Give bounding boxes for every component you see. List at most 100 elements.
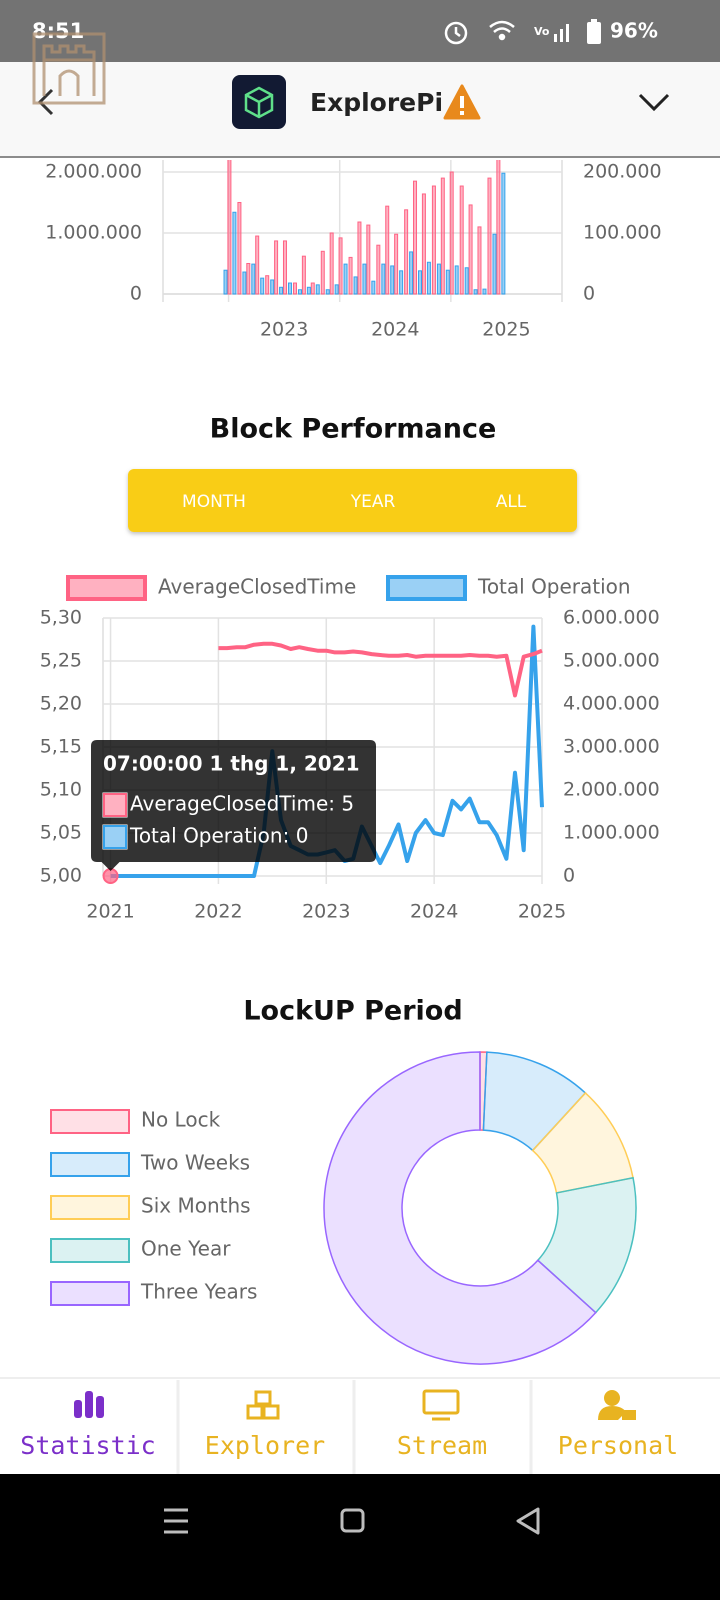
bar	[440, 177, 445, 295]
bar	[482, 288, 487, 295]
pie-chart: No Lock Two Weeks Six Months One Year Three …	[50, 1051, 637, 1365]
bar	[270, 279, 275, 295]
status-time: 8:51	[32, 19, 84, 43]
bottom-nav	[0, 1378, 720, 1474]
y-tick-label: 0	[130, 283, 142, 305]
bar	[362, 263, 367, 295]
nav-icon-statistic[interactable]	[74, 1391, 104, 1418]
tooltip-swatch	[103, 793, 127, 817]
legend-label: One Year	[141, 1237, 231, 1261]
warning-icon[interactable]	[443, 84, 481, 120]
legend-swatch	[50, 1109, 130, 1134]
bar	[251, 263, 256, 295]
x-tick-label: 2024	[371, 319, 419, 341]
nav-separators	[176, 1380, 533, 1474]
line-series	[218, 641, 543, 698]
header	[0, 62, 720, 157]
x-tick-label: 2025	[482, 319, 530, 341]
bar	[223, 269, 228, 295]
section-title: Block Performance	[210, 414, 497, 445]
x-tick-label: 2024	[410, 901, 458, 923]
bar	[282, 240, 287, 295]
y2-tick-label: 3.000.000	[563, 736, 660, 758]
bar	[265, 275, 270, 295]
x-tick-label: 2023	[260, 319, 308, 341]
tab-month[interactable]: MONTH	[182, 492, 246, 512]
section-title: LockUP Period	[243, 996, 462, 1027]
bar	[473, 289, 478, 295]
x-tick-label: 2022	[194, 901, 242, 923]
bar	[310, 282, 315, 295]
bar	[426, 261, 431, 295]
y2-tick-label: 0	[583, 283, 595, 305]
bar	[260, 277, 265, 295]
bar	[487, 177, 492, 295]
tooltip-title: 07:00:00 1 thg 1, 2021	[103, 752, 360, 776]
legend-swatch	[50, 1152, 130, 1177]
bar	[320, 250, 325, 295]
bar	[399, 270, 404, 295]
bar	[287, 282, 292, 295]
top-chart: 0 1.000.000 2.000.000 0 100.000 200.000 2023 20…	[45, 160, 662, 341]
y2-tick-label: 6.000.000	[563, 607, 660, 629]
bar	[232, 211, 237, 295]
tab-year[interactable]: YEAR	[350, 492, 396, 512]
legend-swatch	[50, 1238, 130, 1263]
status-battery: 96%	[610, 19, 658, 43]
tab-all[interactable]: ALL	[496, 492, 527, 512]
nav-icon-explorer[interactable]	[246, 1390, 280, 1420]
legend-label: Total Operation	[477, 575, 631, 599]
legend-swatch	[66, 575, 147, 601]
bar	[325, 289, 330, 295]
bar	[454, 265, 459, 295]
bar	[237, 202, 242, 295]
tab-bar	[128, 469, 577, 532]
nav-label[interactable]: Statistic	[20, 1431, 155, 1460]
legend-label: No Lock	[141, 1108, 221, 1132]
legend-label: Two Weeks	[140, 1151, 250, 1175]
tooltip-line: AverageClosedTime: 5	[130, 792, 354, 816]
y-tick-label: 5,25	[40, 650, 82, 672]
system-buttons[interactable]	[164, 1507, 540, 1535]
bar	[292, 282, 297, 295]
bar	[436, 263, 441, 295]
dropdown-chevron[interactable]	[638, 93, 670, 112]
nav-icon-personal[interactable]	[598, 1390, 636, 1420]
bar	[385, 205, 390, 295]
bar	[409, 251, 414, 295]
y2-tick-label: 100.000	[583, 222, 662, 244]
pie-slice	[323, 1051, 597, 1365]
bar	[421, 193, 426, 295]
y-tick-label: 1.000.000	[45, 222, 142, 244]
app-title: ExplorePi	[310, 88, 443, 117]
bar	[449, 171, 454, 295]
y-tick-label: 5,30	[40, 607, 82, 629]
y2-tick-label: 4.000.000	[563, 693, 660, 715]
y-tick-label: 5,00	[40, 865, 82, 887]
nav-label[interactable]: Stream	[397, 1431, 487, 1460]
y2-tick-label: 0	[563, 865, 575, 887]
bar	[390, 265, 395, 295]
status-icons: Vo	[444, 19, 601, 45]
bar	[255, 235, 260, 295]
bar	[334, 284, 339, 295]
bar	[394, 233, 399, 295]
bar	[297, 289, 302, 295]
legend-label: AverageClosedTime	[158, 575, 356, 599]
nav-label[interactable]: Explorer	[205, 1431, 325, 1460]
bar	[381, 263, 386, 295]
tooltip-line: Total Operation: 0	[129, 824, 308, 848]
bar	[477, 226, 482, 295]
x-tick-label: 2021	[86, 901, 134, 923]
nav-label[interactable]: Personal	[558, 1431, 678, 1460]
legend-label: Three Years	[140, 1280, 257, 1304]
svg-text:Vo: Vo	[534, 25, 550, 38]
app-logo	[232, 75, 286, 129]
nav-icon-stream[interactable]	[422, 1389, 460, 1421]
legend-swatch	[50, 1195, 130, 1220]
bar	[227, 160, 232, 295]
bar	[366, 224, 371, 295]
bar	[306, 286, 311, 295]
tooltip-box	[91, 740, 376, 871]
bar	[404, 209, 409, 295]
